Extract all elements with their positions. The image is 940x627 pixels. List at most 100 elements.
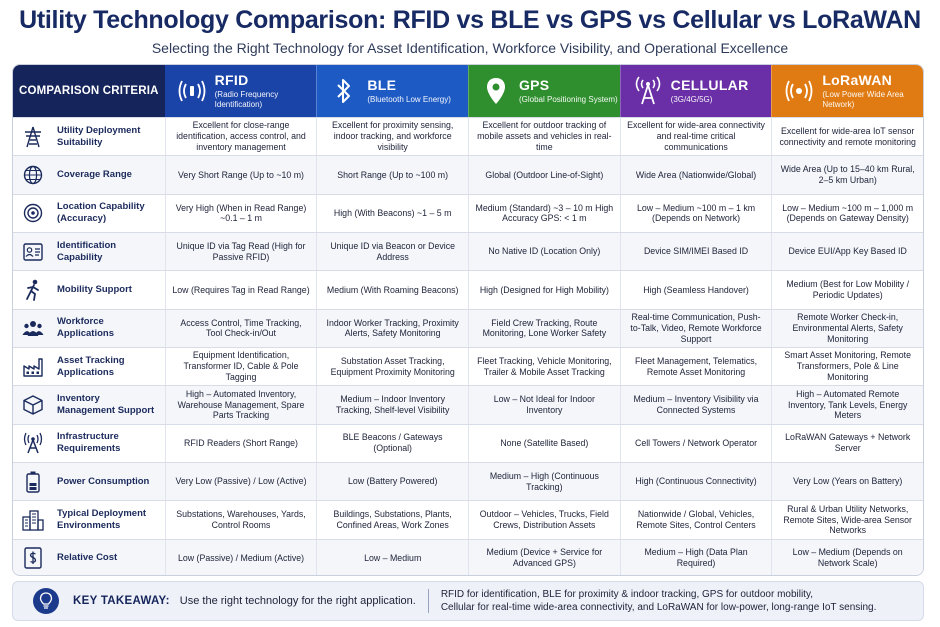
- value-cell-gps: Field Crew Tracking, Route Monitoring, L…: [468, 309, 620, 347]
- criterion-label: Power Consumption: [57, 475, 150, 487]
- value-cell-gps: Medium – High (Continuous Tracking): [468, 462, 620, 501]
- value-cell-ble: Buildings, Substations, Plants, Confined…: [316, 501, 468, 539]
- value-cell-gps: Outdoor – Vehicles, Trucks, Field Crews,…: [468, 501, 620, 539]
- page-subtitle: Selecting the Right Technology for Asset…: [151, 40, 789, 56]
- value-cell-cellular: Cell Towers / Network Operator: [619, 424, 772, 462]
- value-cell-lorawan: Device EUI/App Key Based ID: [771, 232, 923, 271]
- value-cell-cellular: High (Continuous Connectivity): [619, 462, 772, 501]
- value-cell-gps: Excellent for outdoor tracking of mobile…: [468, 118, 620, 156]
- tech-subtitle: (Radio Frequency Identification): [214, 90, 279, 109]
- value-cell-ble: Medium – Indoor Inventory Tracking, Shel…: [316, 386, 468, 424]
- tech-name: CELLULAR: [670, 77, 749, 93]
- criterion-label: Asset Tracking Applications: [57, 354, 125, 378]
- value-cell-gps: Low – Not Ideal for Indoor Inventory: [468, 386, 620, 424]
- dollar-document-icon: [21, 546, 45, 570]
- table-body: Utility Deployment Suitability Excellent…: [13, 117, 923, 575]
- takeaway-divider: [427, 589, 429, 613]
- box-icon: [21, 393, 45, 417]
- value-cell-ble: Medium (With Roaming Beacons): [316, 271, 468, 309]
- takeaway-text: Use the right technology for the right a…: [179, 595, 416, 607]
- value-cell-gps: High (Designed for High Mobility): [468, 271, 620, 309]
- value-cell-lorawan: High – Automated Remote Inventory, Tank …: [771, 386, 923, 424]
- value-cell-ble: Substation Asset Tracking, Equipment Pro…: [316, 347, 468, 386]
- tech-name: GPS: [518, 77, 550, 93]
- value-cell-rfid: High – Automated Inventory, Warehouse Ma…: [164, 386, 317, 424]
- value-cell-cellular: Nationwide / Global, Vehicles, Remote Si…: [619, 501, 772, 539]
- value-cell-gps: Medium (Standard) ~3 – 10 m High Accurac…: [468, 194, 620, 232]
- value-cell-cellular: Medium – Inventory Visibility via Connec…: [619, 386, 772, 424]
- value-cell-ble: High (With Beacons) ~1 – 5 m: [316, 194, 468, 232]
- value-cell-ble: BLE Beacons / Gateways (Optional): [316, 424, 468, 462]
- value-cell-cellular: Low – Medium ~100 m – 1 km (Depends on N…: [619, 194, 772, 232]
- value-cell-ble: Low – Medium: [316, 539, 468, 575]
- tech-header-cellular: CELLULAR (3G/4G/5G): [619, 65, 772, 117]
- tech-subtitle: (Global Positioning System): [518, 95, 618, 104]
- value-cell-ble: Unique ID via Beacon or Device Address: [316, 232, 468, 271]
- table-row: Utility Deployment Suitability Excellent…: [13, 117, 923, 156]
- lora-waves-icon: [782, 74, 816, 108]
- criterion-label: Inventory Management Support: [57, 392, 155, 416]
- criterion-label: Identification Capability: [57, 239, 117, 263]
- value-cell-lorawan: Smart Asset Monitoring, Remote Transform…: [771, 347, 923, 386]
- takeaway-detail-line: Cellular for real-time wide-area connect…: [440, 602, 877, 613]
- value-cell-lorawan: Rural & Urban Utility Networks, Remote S…: [771, 501, 923, 539]
- criterion-label: Relative Cost: [57, 552, 118, 564]
- factory-icon: [21, 355, 45, 379]
- criterion-cell: Utility Deployment Suitability: [13, 118, 165, 155]
- criterion-label: Typical Deployment Environments: [57, 507, 147, 531]
- value-cell-lorawan: Excellent for wide-area IoT sensor conne…: [771, 118, 923, 156]
- criterion-label: Utility Deployment Suitability: [57, 124, 141, 148]
- transmission-tower-icon: [21, 125, 45, 149]
- table-row: Infrastructure Requirements RFID Readers…: [13, 423, 923, 462]
- criterion-label: Workforce Applications: [57, 316, 115, 340]
- criterion-label: Coverage Range: [57, 168, 132, 180]
- criterion-cell: Mobility Support: [13, 271, 165, 308]
- table-row: Location Capability (Accuracy) Very High…: [13, 193, 923, 232]
- value-cell-rfid: Very High (When in Read Range) ~0.1 – 1 …: [164, 194, 317, 232]
- tech-header-ble: BLE (Bluetooth Low Energy): [316, 65, 468, 117]
- value-cell-gps: Medium (Device + Service for Advanced GP…: [468, 539, 620, 575]
- location-pin-icon: [479, 74, 513, 108]
- table-row: Typical Deployment Environments Substati…: [13, 500, 923, 539]
- bluetooth-icon: [327, 74, 361, 108]
- table-row: Coverage Range Very Short Range (Up to ~…: [13, 155, 923, 194]
- tech-subtitle: (Low Power Wide Area Network): [822, 90, 904, 109]
- value-cell-gps: Global (Outdoor Line-of-Sight): [468, 156, 620, 194]
- value-cell-cellular: Medium – High (Data Plan Required): [619, 539, 772, 575]
- table-row: Workforce Applications Access Control, T…: [13, 308, 923, 347]
- key-takeaway-banner: KEY TAKEAWAY: Use the right technology f…: [12, 581, 924, 621]
- globe-icon: [21, 163, 45, 187]
- value-cell-lorawan: Medium (Best for Low Mobility / Periodic…: [771, 271, 923, 309]
- table-row: Identification Capability Unique ID via …: [13, 231, 923, 271]
- criterion-cell: Location Capability (Accuracy): [13, 195, 165, 232]
- criterion-cell: Coverage Range: [13, 156, 165, 193]
- value-cell-gps: No Native ID (Location Only): [468, 232, 620, 271]
- table-header-row: COMPARISON CRITERIA RFID (Radio Frequenc…: [13, 65, 923, 117]
- tech-header-rfid: RFID (Radio Frequency Identification): [164, 65, 317, 117]
- takeaway-label: KEY TAKEAWAY:: [73, 595, 170, 607]
- value-cell-gps: Fleet Tracking, Vehicle Monitoring, Trai…: [468, 347, 620, 386]
- value-cell-rfid: RFID Readers (Short Range): [164, 424, 317, 462]
- value-cell-ble: Low (Battery Powered): [316, 462, 468, 501]
- value-cell-rfid: Access Control, Time Tracking, Tool Chec…: [164, 309, 317, 347]
- tech-name: LoRaWAN: [822, 72, 893, 88]
- value-cell-lorawan: Wide Area (Up to 15–40 km Rural, 2–5 km …: [771, 156, 923, 194]
- rfid-waves-icon: [175, 74, 209, 108]
- value-cell-rfid: Low (Requires Tag in Read Range): [164, 271, 317, 309]
- value-cell-cellular: Real-time Communication, Push-to-Talk, V…: [619, 309, 772, 347]
- value-cell-rfid: Excellent for close-range identification…: [164, 118, 317, 156]
- running-person-icon: [21, 278, 45, 302]
- value-cell-lorawan: Low – Medium (Depends on Network Scale): [771, 539, 923, 575]
- people-group-icon: [21, 316, 45, 340]
- value-cell-lorawan: LoRaWAN Gateways + Network Server: [771, 424, 923, 462]
- value-cell-cellular: High (Seamless Handover): [619, 271, 772, 309]
- criterion-cell: Workforce Applications: [13, 310, 165, 347]
- value-cell-rfid: Unique ID via Tag Read (High for Passive…: [164, 232, 317, 271]
- value-cell-rfid: Very Low (Passive) / Low (Active): [164, 462, 317, 501]
- value-cell-ble: Excellent for proximity sensing, indoor …: [316, 118, 468, 156]
- criterion-label: Location Capability (Accuracy): [57, 201, 145, 225]
- value-cell-lorawan: Very Low (Years on Battery): [771, 462, 923, 501]
- value-cell-rfid: Very Short Range (Up to ~10 m): [164, 156, 317, 194]
- table-row: Power Consumption Very Low (Passive) / L…: [13, 461, 923, 501]
- takeaway-detail-line: RFID for identification, BLE for proximi…: [440, 589, 813, 600]
